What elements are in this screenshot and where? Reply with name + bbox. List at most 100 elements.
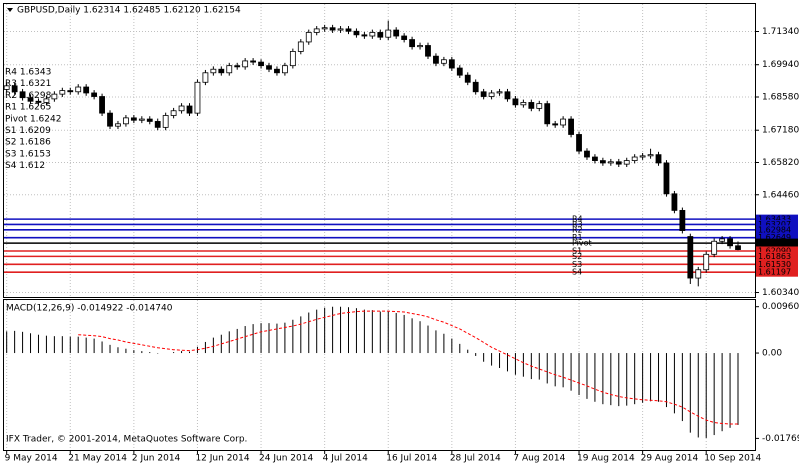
- level-tag: [756, 238, 798, 248]
- x-tick-label: 7 Aug 2014: [513, 454, 565, 464]
- candle-body: [3, 85, 10, 90]
- pivot-name: S2: [572, 252, 582, 261]
- signal-line: [78, 310, 738, 425]
- pivot-name: S1: [572, 246, 582, 255]
- candle-body: [488, 92, 495, 97]
- level-tag: [756, 246, 798, 256]
- candle-body: [671, 193, 678, 211]
- candle-body: [305, 32, 312, 43]
- candle-body: [496, 91, 503, 94]
- candle-body: [409, 39, 415, 48]
- pivot-text: R3 1.6321: [5, 79, 51, 89]
- candle-body: [584, 150, 590, 158]
- candle-body: [377, 32, 384, 38]
- candle-body: [480, 91, 487, 97]
- candle-body: [107, 112, 113, 127]
- candle-body: [655, 154, 662, 164]
- candle-body: [258, 61, 264, 67]
- candle-body: [735, 245, 741, 250]
- candle-body: [19, 91, 26, 99]
- candle-body: [313, 28, 320, 33]
- pivot-text: S3 1.6153: [5, 149, 51, 159]
- x-tick-label: 28 Jul 2014: [450, 454, 501, 464]
- candle-body: [83, 86, 90, 94]
- candle-body: [456, 67, 463, 76]
- pivot-text: R1 1.6265: [5, 103, 51, 113]
- y-tick-label: 1.68580: [762, 92, 799, 102]
- pivot-text: S2 1.6186: [5, 138, 51, 148]
- y-tick-label: 1.65820: [762, 158, 799, 168]
- y-tick-label: 1.67180: [762, 126, 799, 136]
- candle-body: [329, 27, 336, 31]
- candle-body: [417, 45, 423, 48]
- candle-body: [552, 123, 559, 126]
- candle-body: [472, 81, 479, 93]
- x-tick-label: 4 Jul 2014: [323, 454, 368, 464]
- main-pane: [3, 3, 756, 298]
- candle-body: [663, 162, 670, 195]
- chart-title: GBPUSD,Daily 1.62314 1.62485 1.62120 1.6…: [17, 6, 241, 16]
- pivot-name: Pivot: [572, 239, 592, 248]
- pivot-name: S4: [572, 268, 582, 277]
- candle-body: [337, 28, 344, 31]
- pivot-text: S4 1.612: [5, 161, 45, 171]
- candle-body: [464, 74, 471, 83]
- candle-body: [35, 100, 42, 103]
- candle-body: [289, 51, 296, 67]
- y-tick-label: 1.69940: [762, 60, 799, 70]
- candle-body: [401, 35, 408, 40]
- x-tick-label: 2 Jun 2014: [132, 454, 181, 464]
- candle-body: [130, 117, 137, 121]
- macd-pane: [3, 299, 756, 451]
- menu-arrow[interactable]: [7, 8, 13, 12]
- x-tick-label: 19 Aug 2014: [577, 454, 635, 464]
- level-tag: [756, 214, 798, 224]
- candle-body: [568, 118, 574, 135]
- candle-body: [369, 32, 376, 37]
- x-tick-label: 10 Sep 2014: [704, 454, 761, 464]
- candle-body: [647, 154, 654, 157]
- pivot-name: R4: [572, 215, 583, 224]
- candle-body: [162, 115, 169, 128]
- candle-body: [599, 160, 606, 164]
- candle-body: [210, 68, 217, 74]
- x-tick-label: 9 May 2014: [5, 454, 58, 464]
- candle-body: [242, 60, 249, 68]
- pivot-text: R4 1.6343: [5, 68, 51, 78]
- level-tag-label: 1.61530: [758, 260, 791, 269]
- candle-body: [425, 45, 431, 57]
- candle-body: [186, 105, 193, 114]
- x-tick-label: 29 Aug 2014: [641, 454, 699, 464]
- candle-body: [615, 161, 622, 165]
- pivot-name: R3: [572, 220, 583, 229]
- candle-body: [11, 85, 18, 93]
- candle-body: [560, 118, 567, 126]
- level-tag: [756, 267, 798, 277]
- pivot-text: Pivot 1.6242: [5, 114, 61, 124]
- candle-body: [321, 27, 328, 30]
- candle-body: [67, 90, 74, 93]
- candle-body: [639, 155, 646, 158]
- level-tag-label: 1.62422: [758, 239, 791, 248]
- candle-body: [536, 103, 543, 109]
- x-tick-label: 16 Jul 2014: [386, 454, 437, 464]
- candle-body: [631, 156, 638, 161]
- candle-body: [138, 118, 145, 121]
- x-tick-label: 24 Jun 2014: [259, 454, 313, 464]
- level-tag-label: 1.62649: [758, 233, 791, 242]
- candle-body: [544, 103, 551, 125]
- candle-body: [385, 29, 392, 38]
- candle-body: [43, 98, 50, 103]
- candle-body: [234, 65, 241, 68]
- y-tick-label: 1.60340: [762, 288, 799, 298]
- candle-body: [703, 253, 710, 271]
- candle-body: [361, 34, 368, 37]
- copyright: IFX Trader, © 2001-2014, MetaQuotes Soft…: [6, 435, 247, 445]
- level-tag: [756, 251, 798, 261]
- y-tick-label: 1.71340: [762, 27, 799, 37]
- candle-body: [202, 72, 209, 83]
- level-tag-label: 1.63433: [758, 215, 791, 224]
- y-tick-label: 0.00: [762, 349, 782, 359]
- level-tag-label: 1.61863: [758, 252, 791, 261]
- candle-body: [607, 161, 614, 164]
